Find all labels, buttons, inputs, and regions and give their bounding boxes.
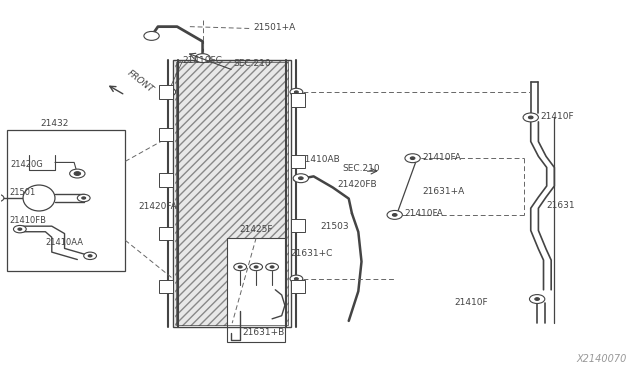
- Circle shape: [290, 275, 303, 282]
- Circle shape: [250, 263, 262, 271]
- Text: 21410F: 21410F: [540, 112, 574, 121]
- Text: 21410FB: 21410FB: [9, 217, 46, 225]
- Text: 21631+B: 21631+B: [242, 328, 284, 337]
- Text: FRONT: FRONT: [125, 68, 155, 94]
- Circle shape: [144, 32, 159, 40]
- Text: 21410FA: 21410FA: [404, 209, 443, 218]
- Circle shape: [88, 255, 92, 257]
- Circle shape: [70, 169, 85, 178]
- Text: 21420G: 21420G: [10, 160, 43, 169]
- Circle shape: [82, 197, 86, 199]
- Circle shape: [529, 116, 533, 119]
- Text: 21432: 21432: [40, 119, 68, 128]
- Circle shape: [234, 263, 246, 271]
- Text: 21410AB: 21410AB: [300, 155, 340, 164]
- Bar: [175, 61, 289, 326]
- Bar: [173, 60, 291, 327]
- Text: 21410FA: 21410FA: [422, 153, 461, 161]
- Circle shape: [84, 252, 97, 260]
- Circle shape: [410, 157, 415, 160]
- Bar: [159, 227, 173, 240]
- Bar: [159, 280, 173, 294]
- Circle shape: [529, 295, 545, 304]
- Circle shape: [254, 266, 258, 268]
- Circle shape: [13, 225, 26, 233]
- Bar: [291, 93, 305, 107]
- Circle shape: [298, 177, 303, 180]
- Bar: [176, 62, 288, 325]
- Bar: [159, 128, 173, 141]
- Circle shape: [387, 211, 403, 219]
- Text: 21420FA: 21420FA: [138, 202, 177, 211]
- Text: 21631+A: 21631+A: [422, 187, 465, 196]
- Bar: [291, 280, 305, 294]
- Circle shape: [290, 88, 303, 96]
- Circle shape: [266, 263, 278, 271]
- Circle shape: [270, 266, 274, 268]
- Circle shape: [18, 228, 22, 230]
- Bar: [159, 173, 173, 187]
- Circle shape: [166, 91, 170, 93]
- Text: 21501+A: 21501+A: [253, 23, 295, 32]
- Text: 21420FB: 21420FB: [337, 180, 377, 189]
- Circle shape: [74, 172, 81, 176]
- Circle shape: [405, 154, 420, 163]
- Circle shape: [161, 87, 175, 96]
- Text: 21631+C: 21631+C: [290, 249, 332, 259]
- Text: 21425F: 21425F: [239, 225, 273, 234]
- Circle shape: [293, 174, 308, 183]
- Bar: [291, 155, 305, 168]
- Text: 21410FC: 21410FC: [182, 56, 223, 65]
- Circle shape: [392, 214, 397, 216]
- Text: SEC.210: SEC.210: [342, 164, 380, 173]
- Circle shape: [535, 298, 540, 300]
- Text: X2140070: X2140070: [576, 354, 627, 364]
- Ellipse shape: [23, 185, 55, 211]
- Circle shape: [523, 113, 538, 122]
- Bar: [7, 131, 125, 271]
- Circle shape: [0, 194, 4, 202]
- Circle shape: [195, 54, 211, 62]
- Text: 21501: 21501: [9, 188, 35, 197]
- Text: SEC.210: SEC.210: [234, 59, 271, 68]
- Text: 21410AA: 21410AA: [45, 238, 83, 247]
- Circle shape: [77, 194, 90, 202]
- Circle shape: [294, 91, 298, 93]
- Text: 21410F: 21410F: [454, 298, 488, 307]
- Text: 21503: 21503: [320, 222, 349, 231]
- Text: 21631: 21631: [547, 201, 575, 210]
- Circle shape: [238, 266, 242, 268]
- Bar: [227, 238, 285, 341]
- Bar: [159, 85, 173, 99]
- Circle shape: [294, 278, 298, 280]
- Bar: [291, 219, 305, 232]
